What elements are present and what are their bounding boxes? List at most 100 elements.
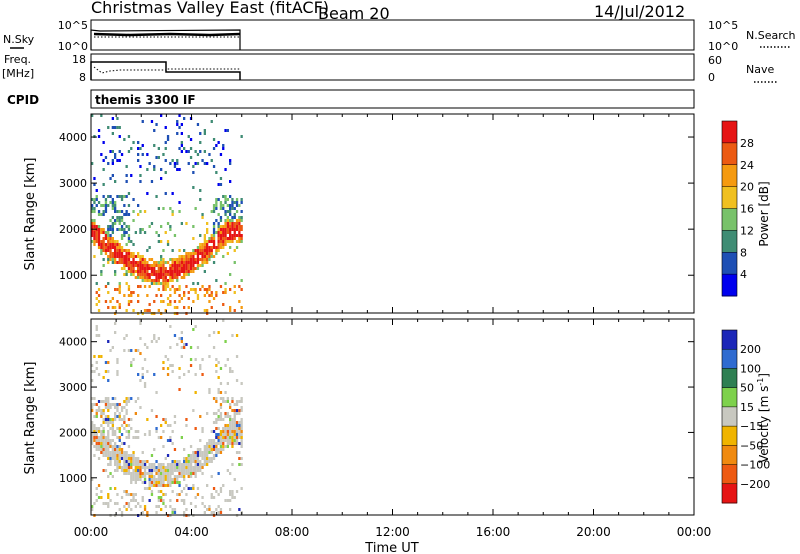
vel-cell bbox=[222, 397, 225, 400]
power-cell bbox=[93, 198, 96, 201]
power-cell bbox=[185, 285, 188, 288]
power-cell bbox=[91, 231, 94, 234]
vel-cell bbox=[134, 469, 137, 472]
vel-cell bbox=[240, 442, 243, 445]
vel-cell bbox=[210, 475, 213, 478]
vel-cell bbox=[162, 475, 165, 478]
power-cell bbox=[226, 228, 229, 231]
power-cell bbox=[224, 288, 227, 291]
power-cell bbox=[116, 126, 119, 129]
vel-cell bbox=[226, 439, 229, 442]
nave-trace bbox=[93, 66, 240, 74]
vel-cell bbox=[143, 382, 147, 385]
vel-cell bbox=[183, 511, 186, 514]
power-cell bbox=[219, 285, 223, 288]
power-cell bbox=[120, 267, 124, 270]
power-cell bbox=[111, 243, 114, 246]
vel-cell bbox=[229, 499, 232, 502]
power-cell bbox=[238, 228, 241, 231]
power-cell bbox=[114, 270, 117, 273]
power-cell bbox=[109, 150, 112, 153]
nsky-label: N.Sky bbox=[3, 33, 35, 46]
power-cell bbox=[118, 303, 121, 306]
power-cell bbox=[146, 192, 149, 195]
vel-cell bbox=[91, 364, 94, 367]
vel-cell bbox=[176, 481, 179, 484]
vel-cell bbox=[100, 433, 103, 436]
vel-cell bbox=[203, 445, 206, 448]
power-cell bbox=[114, 219, 117, 222]
power-cell bbox=[125, 270, 128, 273]
power-cell bbox=[111, 258, 114, 261]
power-cell bbox=[160, 114, 163, 117]
vel-cell bbox=[180, 337, 183, 340]
vel-cell bbox=[109, 427, 112, 430]
power-cell bbox=[226, 231, 229, 234]
power-cell bbox=[104, 201, 108, 204]
power-cell bbox=[178, 168, 181, 171]
vel-cell bbox=[194, 325, 197, 328]
vel-cell bbox=[219, 403, 223, 406]
power-cell bbox=[123, 228, 126, 231]
power-cell bbox=[137, 204, 140, 207]
power-cell bbox=[139, 270, 142, 273]
vel-cell bbox=[127, 445, 131, 448]
vel-cell bbox=[229, 415, 232, 418]
power-cell bbox=[104, 237, 108, 240]
power-cell bbox=[127, 294, 131, 297]
vel-cell bbox=[187, 487, 190, 490]
vel-cell bbox=[91, 433, 94, 436]
vel-cell bbox=[146, 472, 149, 475]
vel-cell bbox=[160, 436, 163, 439]
power-cell bbox=[150, 258, 154, 261]
power-cell bbox=[180, 267, 183, 270]
vel-cell bbox=[100, 439, 103, 442]
power-cell bbox=[143, 309, 147, 312]
vel-cell bbox=[240, 424, 243, 427]
vel-cell bbox=[125, 430, 128, 433]
vel-cell bbox=[111, 445, 114, 448]
power-cell bbox=[206, 252, 209, 255]
vel-cell bbox=[132, 472, 135, 475]
vel-cell bbox=[114, 463, 117, 466]
power-cell bbox=[219, 246, 223, 249]
power-cell bbox=[127, 288, 131, 291]
power-cell bbox=[208, 252, 211, 255]
power-cell bbox=[226, 240, 229, 243]
power-cell bbox=[229, 195, 232, 198]
vel-cell bbox=[206, 445, 209, 448]
vel-cell bbox=[224, 400, 227, 403]
power-cell bbox=[95, 303, 98, 306]
vel-cell bbox=[189, 460, 193, 463]
vel-cell bbox=[240, 400, 243, 403]
power-cell bbox=[187, 297, 190, 300]
vel-cell bbox=[240, 409, 243, 412]
vel-cell bbox=[238, 412, 241, 415]
power-cell bbox=[196, 294, 200, 297]
power-cell bbox=[229, 240, 232, 243]
power-cell bbox=[224, 168, 227, 171]
power-cell bbox=[192, 288, 195, 291]
vel-cell bbox=[93, 502, 96, 505]
power-cell bbox=[97, 288, 101, 291]
vel-cell bbox=[114, 403, 117, 406]
power-cell bbox=[137, 252, 140, 255]
power-cell bbox=[238, 240, 241, 243]
power-cell bbox=[97, 237, 101, 240]
vel-cell bbox=[107, 379, 110, 382]
vel-cell bbox=[226, 442, 229, 445]
vel-cell bbox=[233, 427, 236, 430]
power-cell bbox=[91, 114, 94, 117]
vel-cell bbox=[125, 412, 128, 415]
vel-cell bbox=[111, 418, 114, 421]
power-cell bbox=[127, 150, 131, 153]
power-cell bbox=[148, 279, 151, 282]
power-cell bbox=[93, 225, 96, 228]
vel-cell bbox=[199, 439, 202, 442]
power-cell bbox=[114, 240, 117, 243]
power-cell bbox=[183, 276, 186, 279]
power-cell bbox=[208, 258, 211, 261]
power-cell bbox=[157, 207, 160, 210]
vel-cell bbox=[153, 466, 156, 469]
